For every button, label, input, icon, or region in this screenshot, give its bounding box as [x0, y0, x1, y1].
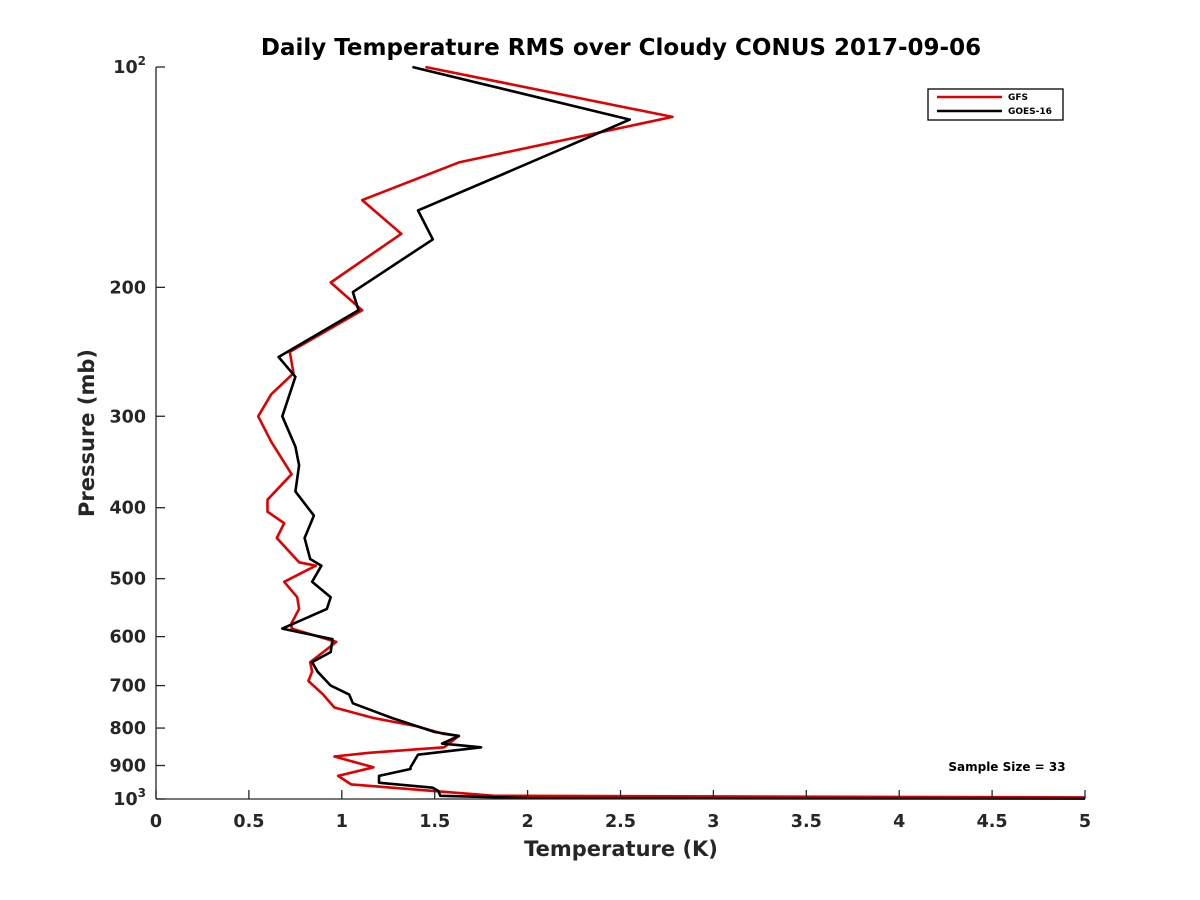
y-tick-label: 800 [109, 719, 146, 739]
x-tick-label: 3.5 [791, 812, 822, 832]
y-tick-label: 700 [109, 677, 146, 697]
x-tick-label: 1 [336, 812, 348, 832]
x-tick-label: 3 [707, 812, 719, 832]
y-tick-label: 200 [109, 278, 146, 298]
x-tick-label: 1.5 [419, 812, 450, 832]
y-tick-label: 103 [113, 786, 146, 810]
axes [155, 66, 1086, 800]
legend-box [927, 88, 1064, 121]
series-line-goes-16 [277, 65, 1086, 800]
x-tick-label: 5 [1079, 812, 1091, 832]
x-tick-label: 0.5 [233, 812, 264, 832]
legend: GFS GOES-16 [927, 88, 1064, 121]
x-tick-label: 4.5 [977, 812, 1008, 832]
chart-title: Daily Temperature RMS over Cloudy CONUS … [261, 35, 981, 61]
y-axis-label: Pressure (mb) [75, 349, 99, 517]
y-tick-label: 600 [109, 628, 146, 648]
y-tick-label: 102 [113, 54, 146, 78]
x-tick-label: 2.5 [605, 812, 636, 832]
y-tick-label: 900 [109, 757, 146, 777]
tick-labels: 0 0.5 1 1.5 2 2.5 3 3.5 4 4.5 5 102 200 300 400 500 600 7… [109, 54, 1091, 832]
x-tick-label: 4 [893, 812, 905, 832]
x-tick-label: 2 [522, 812, 534, 832]
x-tick-label: 0 [150, 812, 162, 832]
y-tick-label: 500 [109, 570, 146, 590]
legend-label: GOES-16 [1008, 107, 1052, 117]
sample-size-annotation: Sample Size = 33 [948, 760, 1065, 774]
y-tick-label: 400 [109, 499, 146, 519]
legend-label: GFS [1008, 93, 1028, 103]
y-tick-label: 300 [109, 407, 146, 427]
series-line-gfs [256, 65, 1086, 799]
x-axis-label: Temperature (K) [524, 837, 718, 861]
plot-area [256, 65, 1086, 800]
